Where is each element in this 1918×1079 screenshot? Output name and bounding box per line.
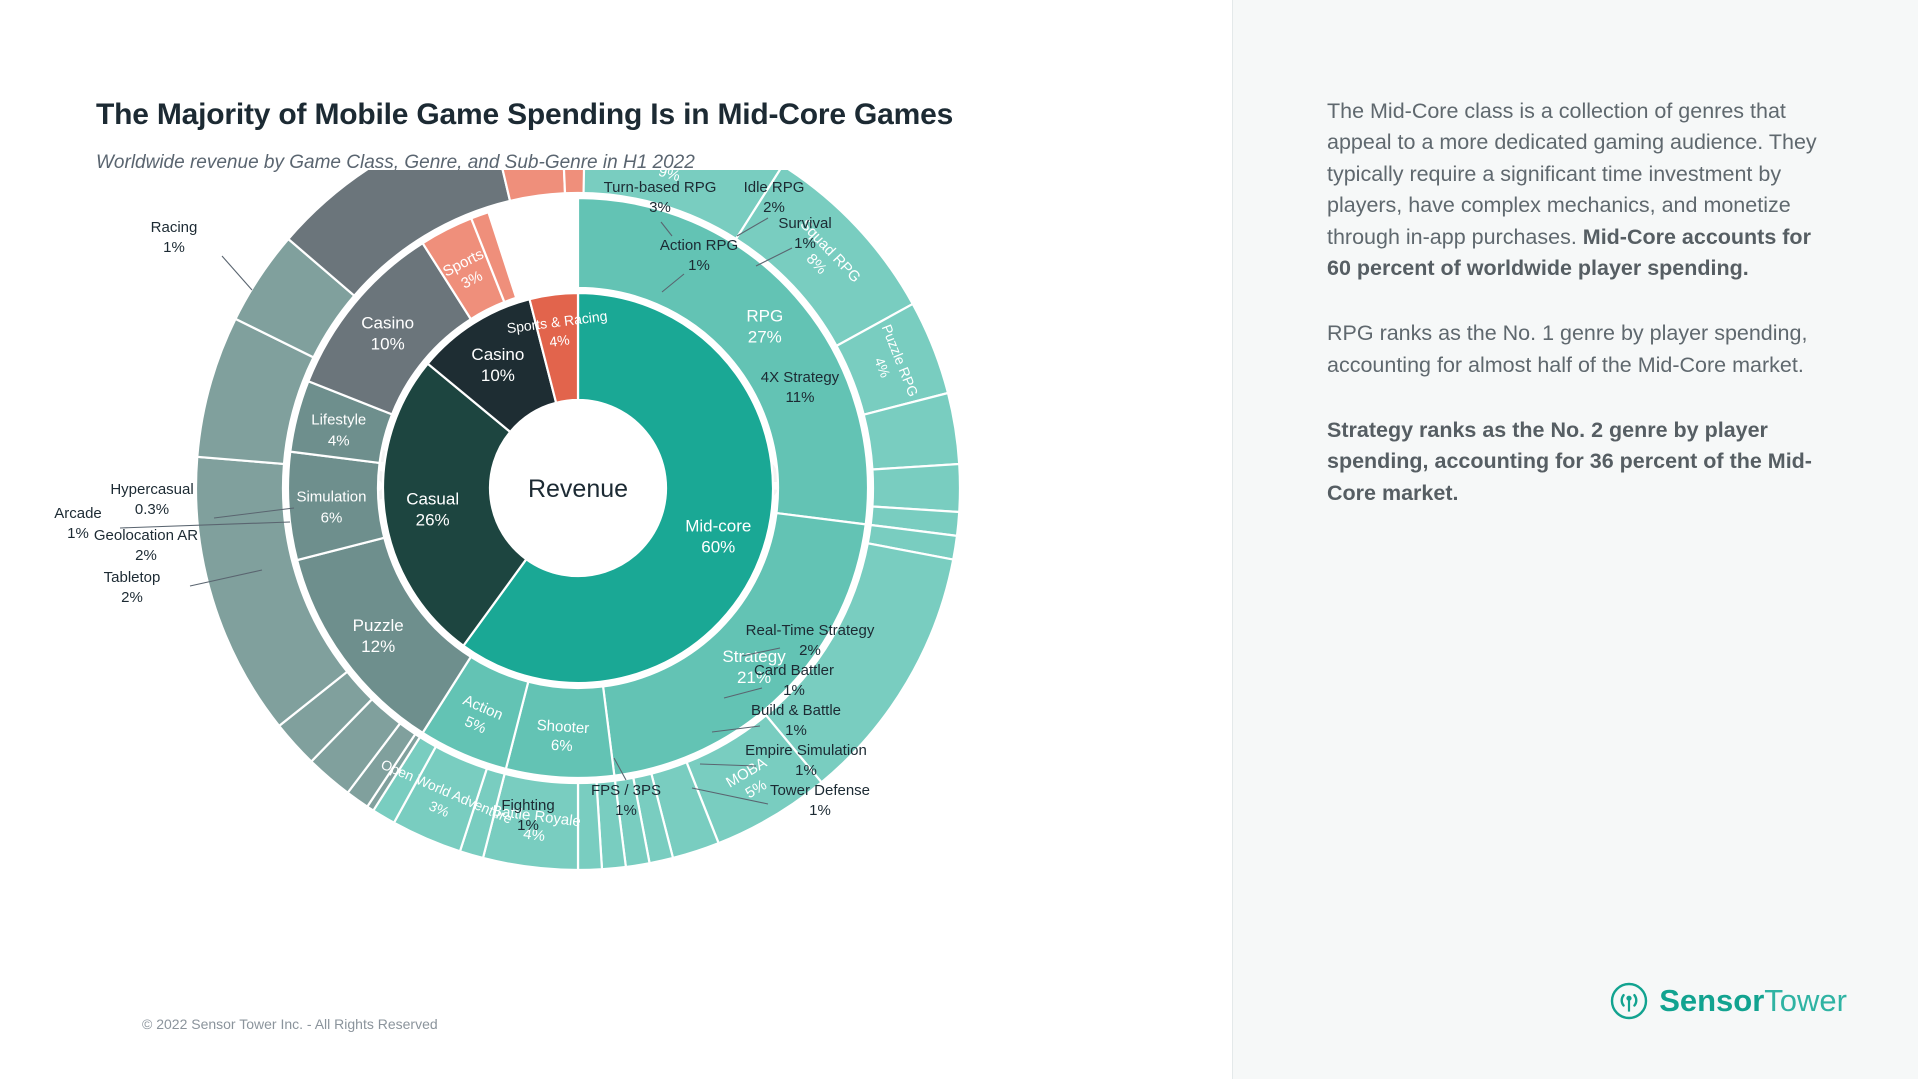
outside-label: FPS / 3PS 1% (591, 782, 661, 819)
outside-label: Action RPG 1% (660, 237, 738, 274)
leader-line (660, 221, 673, 237)
segment-label: Strategy 21% (722, 647, 786, 687)
sensor-tower-logo: SensorTower (1609, 981, 1847, 1021)
paragraph-midcore-normal: The Mid-Core class is a collection of ge… (1327, 99, 1817, 249)
chart-panel: The Majority of Mobile Game Spending Is … (0, 98, 1232, 1032)
leader-line (613, 757, 627, 781)
outside-label: Tower Defense 1% (770, 782, 870, 819)
paragraph-rpg-normal: RPG ranks as the No. 1 genre by player s… (1327, 321, 1808, 377)
sunburst-arcs (194, 170, 962, 872)
genre-arc-rpg[interactable] (576, 196, 870, 526)
subgenre-arc-racing-sub[interactable] (561, 170, 586, 195)
segment-label: Casino 10% (361, 314, 414, 354)
segment-label: Casino 10% (471, 345, 524, 385)
leader-line (119, 521, 291, 529)
leader-line (741, 647, 781, 657)
outside-label: Geolocation AR 2% (94, 527, 198, 564)
paragraph-strategy-bold: Strategy ranks as the No. 2 genre by pla… (1327, 418, 1812, 505)
segment-label: Casual 26% (406, 489, 459, 529)
paragraph-strategy: Strategy ranks as the No. 2 genre by pla… (1327, 415, 1839, 509)
outside-label: Real-Time Strategy 2% (746, 622, 875, 659)
paragraph-midcore: The Mid-Core class is a collection of ge… (1327, 96, 1839, 284)
sunburst-svg: SensorTower Mid-core60%Casual26%Casino10… (54, 170, 962, 872)
commentary-text: The Mid-Core class is a collection of ge… (1327, 96, 1839, 543)
paragraph-midcore-bold: Mid-Core accounts for 60 percent of worl… (1327, 224, 1811, 280)
outside-label: Racing 1% (151, 219, 198, 256)
genre-arc-racing[interactable] (469, 210, 518, 304)
page-title: The Majority of Mobile Game Spending Is … (96, 98, 954, 131)
leader-line (691, 787, 769, 805)
outside-label: Empire Simulation 1% (745, 742, 867, 779)
page-subtitle: Worldwide revenue by Game Class, Genre, … (96, 152, 695, 173)
leader-line (189, 569, 263, 587)
sunburst-leader-lines (119, 217, 793, 805)
leader-line (755, 247, 793, 267)
sunburst-segment-labels: Mid-core 60%Casual 26%Casino 10%Sports & Ra… (296, 170, 921, 845)
paragraph-rpg: RPG ranks as the No. 1 genre by player s… (1327, 318, 1839, 381)
sensor-tower-antenna-icon (1610, 982, 1648, 1020)
center-hole (490, 400, 666, 576)
outside-label: Arcade 1% (54, 505, 102, 542)
segment-label: Shooter6% (535, 717, 590, 756)
subgenre-arc-casino-sub[interactable] (286, 170, 512, 298)
leader-line (723, 687, 763, 699)
segment-label: RPG 27% (746, 306, 783, 346)
outside-label: Hypercasual 0.3% (110, 481, 193, 518)
outside-label: Fighting 1% (501, 797, 554, 834)
sunburst-outside-labels: Racing 1% Turn-based RPG 3% Idle RPG 2%Surviv… (54, 179, 875, 834)
leader-line (736, 217, 769, 237)
leader-line (699, 763, 757, 767)
outside-label: Build & Battle 1% (751, 702, 841, 739)
segment-label: Puzzle 12% (353, 616, 404, 656)
sunburst-chart: SensorTower Mid-core60%Casual26%Casino10… (0, 170, 1232, 1020)
sensor-tower-wordmark: SensorTower (1659, 983, 1847, 1019)
segment-label: Simulation 6% (296, 489, 366, 527)
outside-label: Idle RPG 2% (744, 179, 805, 216)
outside-label: Survival 1% (778, 215, 831, 252)
outside-label: Card Battler 1% (754, 662, 834, 699)
commentary-panel: The Mid-Core class is a collection of ge… (1232, 0, 1918, 1079)
leader-line (213, 507, 295, 519)
subgenre-arc-idle-rpg[interactable] (871, 462, 962, 514)
logo-word-sensor: Sensor (1659, 983, 1765, 1018)
subgenre-arc-sports-sub[interactable] (490, 170, 567, 203)
segment-label: Lifestyle 4% (311, 412, 366, 450)
center-label: Revenue (528, 475, 628, 503)
leader-line (221, 255, 253, 291)
outside-label: Tabletop 2% (104, 569, 161, 606)
segment-label: Mid-core 60% (685, 517, 751, 557)
outside-label: 4X Strategy 11% (761, 369, 840, 406)
footer-copyright: © 2022 Sensor Tower Inc. - All Rights Re… (142, 1016, 438, 1032)
leader-line (661, 273, 685, 293)
subgenre-arc-mmorpg[interactable] (576, 170, 783, 241)
leader-line (711, 725, 761, 733)
logo-word-tower: Tower (1764, 983, 1847, 1018)
outside-label: Turn-based RPG 3% (604, 179, 717, 216)
